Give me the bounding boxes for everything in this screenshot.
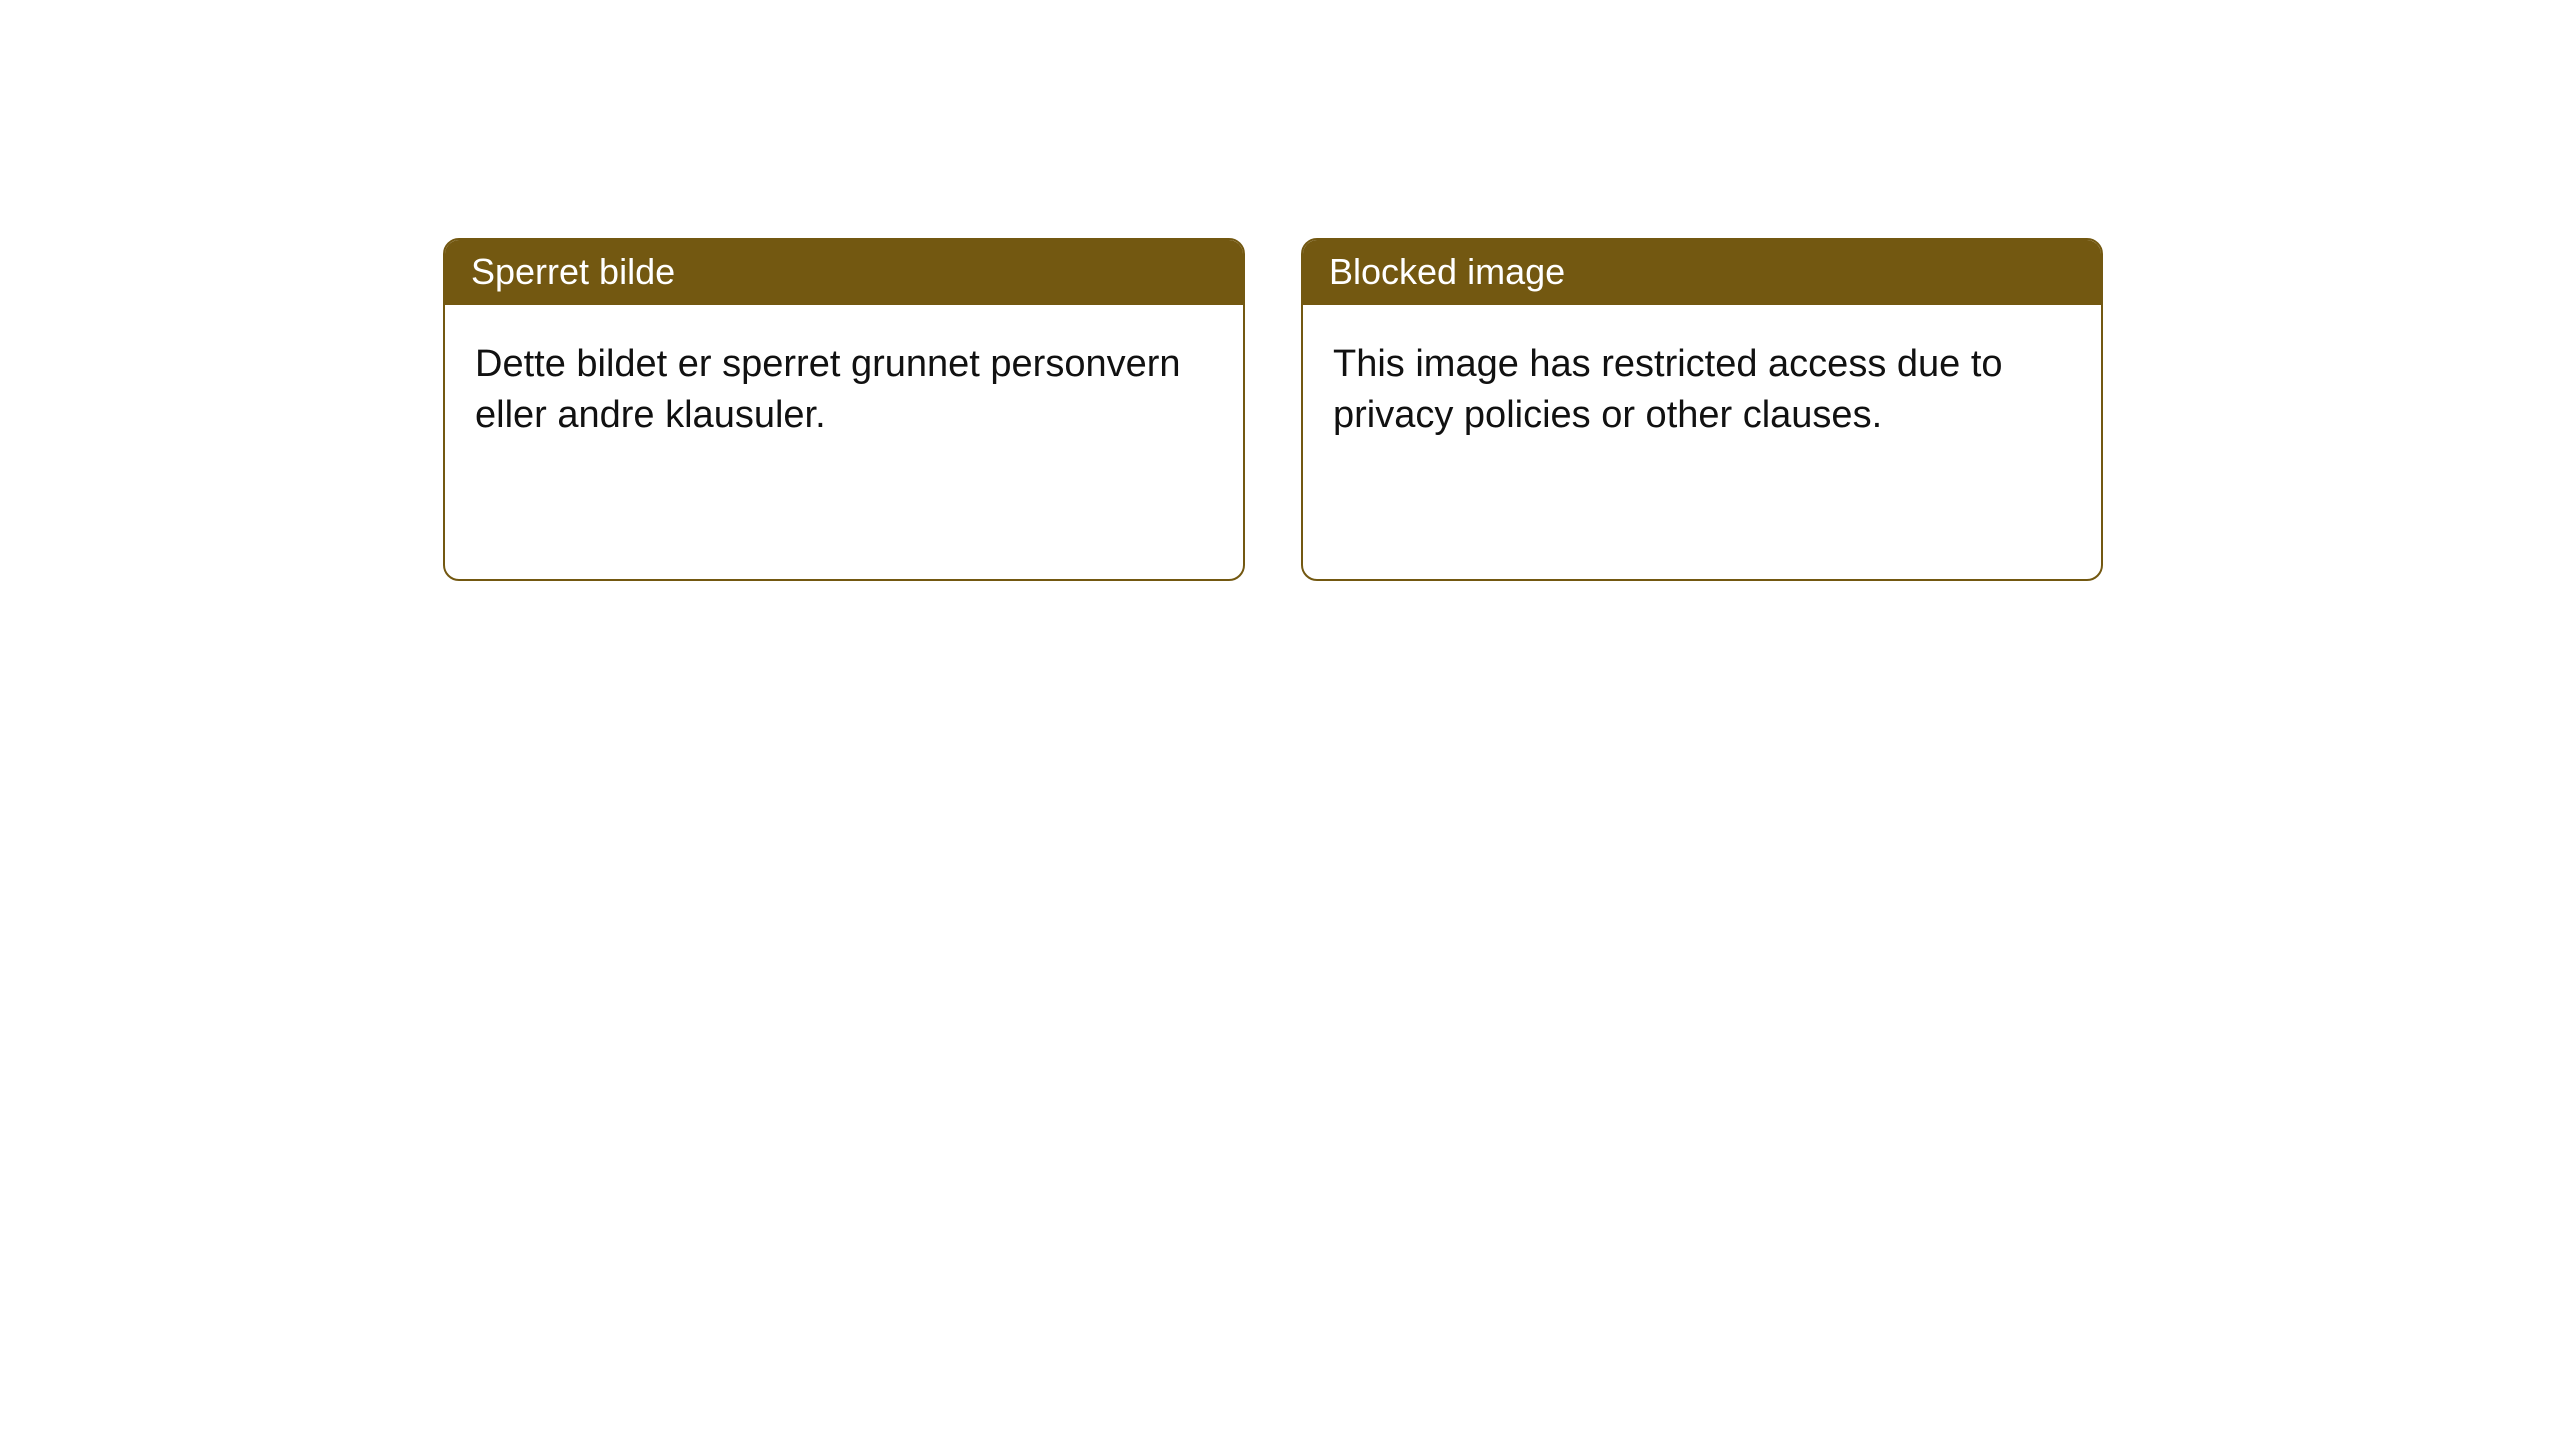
notice-body-norwegian: Dette bildet er sperret grunnet personve… bbox=[445, 305, 1243, 579]
notice-body-english: This image has restricted access due to … bbox=[1303, 305, 2101, 579]
notice-card-english: Blocked image This image has restricted … bbox=[1301, 238, 2103, 581]
notice-title-norwegian: Sperret bilde bbox=[445, 240, 1243, 305]
notice-card-norwegian: Sperret bilde Dette bildet er sperret gr… bbox=[443, 238, 1245, 581]
notice-container: Sperret bilde Dette bildet er sperret gr… bbox=[0, 0, 2560, 581]
notice-title-english: Blocked image bbox=[1303, 240, 2101, 305]
